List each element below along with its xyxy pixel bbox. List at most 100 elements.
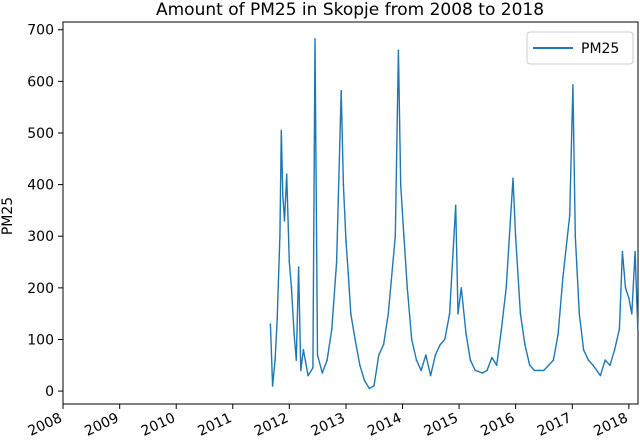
data-point	[631, 312, 633, 315]
data-point	[321, 372, 324, 374]
data-point	[354, 338, 356, 341]
data-point	[368, 387, 371, 390]
data-point	[519, 312, 522, 315]
x-tick-label: 2012	[252, 410, 291, 440]
x-tick-label: 2013	[309, 410, 348, 440]
data-point	[316, 354, 319, 356]
data-point	[465, 333, 467, 336]
y-tick-label: 400	[27, 178, 54, 194]
data-point	[505, 287, 508, 289]
plot-area: 0 100 200 300 400 500 600 700 2008 2009 2010 2011 20…	[26, 21, 639, 440]
data-point	[434, 354, 437, 356]
data-point	[397, 49, 400, 52]
data-point	[300, 369, 302, 372]
data-point	[335, 261, 338, 263]
data-point	[312, 367, 314, 369]
data-point	[495, 364, 498, 367]
data-point	[288, 261, 291, 263]
data-point	[283, 219, 286, 222]
data-point	[350, 312, 352, 315]
data-point	[609, 364, 611, 367]
chart-title: Amount of PM25 in Skopje from 2008 to 20…	[156, 0, 544, 20]
data-point	[342, 183, 345, 186]
data-point	[271, 385, 274, 387]
x-tick-label: 2008	[26, 410, 65, 440]
data-point	[293, 333, 295, 336]
data-point	[439, 343, 442, 346]
data-point	[599, 374, 602, 377]
data-point	[340, 89, 343, 92]
data-point	[637, 328, 639, 330]
data-point	[538, 369, 540, 372]
data-point	[512, 177, 514, 180]
data-point	[279, 235, 281, 237]
series-line-pm25	[269, 38, 639, 390]
data-point	[500, 328, 503, 330]
data-point	[387, 312, 390, 315]
data-point	[547, 364, 550, 367]
data-point	[582, 349, 585, 351]
data-point	[373, 385, 375, 387]
x-tick-label: 2014	[365, 410, 404, 440]
x-tick-label: 2017	[535, 410, 574, 440]
data-point	[613, 349, 616, 351]
data-point	[621, 250, 624, 253]
data-point	[282, 194, 284, 196]
y-tick-label: 0	[45, 384, 54, 400]
y-tick-label: 300	[27, 229, 54, 245]
data-point	[378, 354, 380, 356]
data-point	[568, 214, 571, 217]
data-point	[425, 354, 427, 356]
data-point	[363, 380, 366, 382]
data-point	[574, 235, 577, 237]
data-point	[399, 183, 402, 186]
x-tick-label: 2015	[422, 410, 461, 440]
y-tick-label: 200	[27, 281, 54, 297]
data-point	[420, 369, 422, 372]
x-tick-label: 2011	[195, 410, 234, 440]
data-point	[410, 338, 413, 341]
data-point	[295, 359, 298, 361]
legend-label-pm25: PM25	[581, 41, 619, 57]
data-point	[302, 349, 305, 351]
data-point	[457, 312, 459, 315]
y-tick-label: 700	[27, 23, 54, 39]
data-point	[628, 297, 630, 300]
data-point	[274, 359, 276, 361]
x-tick-label: 2016	[478, 410, 517, 440]
data-point	[618, 328, 621, 330]
y-tick-label: 500	[27, 126, 54, 142]
data-point	[297, 266, 300, 269]
data-point	[491, 356, 493, 359]
data-point	[481, 372, 484, 374]
data-point	[557, 333, 559, 336]
data-point	[314, 38, 316, 40]
data-point	[276, 318, 279, 320]
x-tick-label: 2009	[82, 410, 121, 440]
data-point	[624, 287, 627, 289]
data-point	[587, 359, 590, 361]
data-point	[486, 369, 488, 372]
legend: PM25	[526, 31, 634, 65]
y-tick-label: 100	[27, 332, 54, 348]
data-point	[269, 323, 272, 325]
data-point	[403, 235, 405, 237]
data-point	[290, 287, 293, 289]
data-point	[444, 338, 446, 341]
data-point	[394, 235, 397, 237]
plot-frame	[62, 21, 639, 405]
x-tick-label: 2010	[139, 410, 178, 440]
data-point	[415, 359, 418, 361]
data-point	[326, 359, 328, 361]
data-point	[592, 364, 594, 367]
data-point	[469, 359, 472, 361]
data-point	[347, 271, 350, 274]
data-point	[454, 204, 457, 207]
data-point	[382, 343, 385, 346]
data-point	[474, 369, 477, 372]
data-point	[359, 364, 361, 367]
data-point	[345, 240, 347, 243]
x-tick-label: 2018	[591, 410, 630, 440]
data-point	[552, 359, 555, 361]
